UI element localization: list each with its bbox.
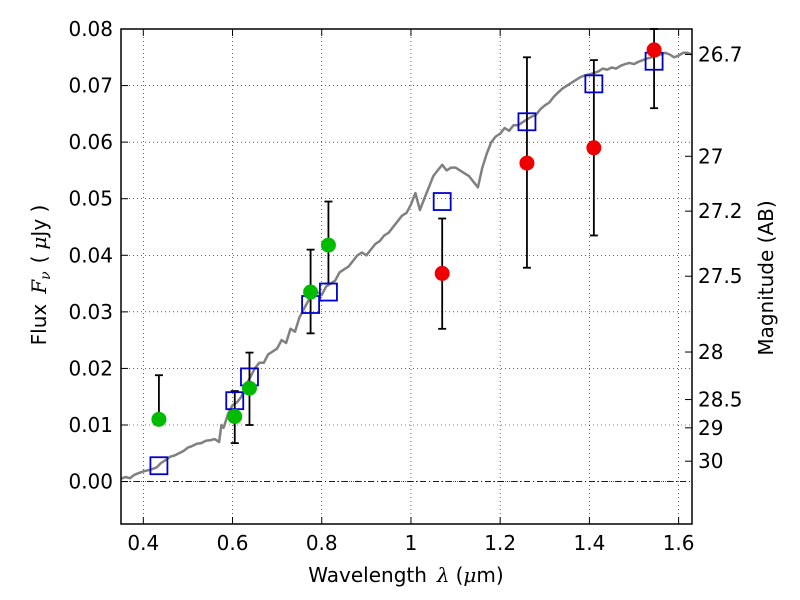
x-tick-label: 1.2	[484, 531, 516, 555]
y-tick-label: 0.04	[68, 243, 113, 267]
y-tick-label: 0.07	[68, 74, 113, 98]
y-axis-label: FluxFν(μJy )	[27, 205, 54, 346]
magnitude-tick-label: 27	[698, 144, 723, 168]
x-tick-label: 1	[405, 531, 418, 555]
y2-axis-label: Magnitude (AB)	[754, 200, 778, 355]
y-tick-label: 0.05	[68, 187, 113, 211]
square-marker	[149, 456, 169, 476]
x-tick-label: 0.6	[217, 531, 249, 555]
magnitude-tick-label: 28	[698, 340, 723, 364]
y-tick-label: 0.02	[68, 356, 113, 380]
y-tick-label: 0.00	[68, 470, 113, 494]
magnitude-tick-label: 30	[698, 449, 723, 473]
circle-marker	[519, 155, 535, 171]
model-spectrum-line	[120, 51, 693, 480]
magnitude-tick-label: 26.7	[698, 42, 743, 66]
circle-marker	[646, 42, 662, 58]
x-tick-label: 1.6	[663, 531, 695, 555]
square-marker	[319, 282, 338, 302]
y-tick-label: 0.03	[68, 300, 113, 324]
y-tick-label: 0.06	[68, 130, 113, 154]
grid-lines	[121, 28, 692, 524]
magnitude-tick-label: 27.5	[698, 264, 743, 288]
x-tick-label: 0.4	[127, 531, 159, 555]
circle-marker	[227, 409, 243, 425]
model-spectrum	[120, 51, 693, 480]
magnitude-tick-label: 27.2	[698, 199, 743, 223]
circle-marker	[586, 140, 602, 156]
square-marker	[432, 192, 452, 211]
circle-marker	[320, 237, 336, 253]
data-markers	[149, 42, 664, 476]
square-marker	[584, 74, 604, 94]
x-axis-label: Wavelength λ (μm)	[308, 563, 503, 587]
circle-marker	[434, 265, 450, 281]
tick-labels: 0.4 0.6 0.8 1 1.2 1.4 1.6 0.00 0.01 0.02 0.03 0.04 0…	[68, 17, 742, 555]
x-tick-label: 1.4	[573, 531, 605, 555]
square-marker	[517, 112, 537, 132]
circle-marker	[303, 284, 319, 300]
y-tick-label: 0.01	[68, 413, 113, 437]
x-tick-label: 0.8	[306, 531, 338, 555]
magnitude-tick-label: 28.5	[698, 388, 743, 412]
magnitude-tick-label: 29	[698, 416, 723, 440]
y-tick-label: 0.08	[68, 17, 113, 41]
axis-ticks	[121, 28, 692, 524]
circle-marker	[151, 411, 167, 427]
circle-marker	[241, 380, 257, 396]
